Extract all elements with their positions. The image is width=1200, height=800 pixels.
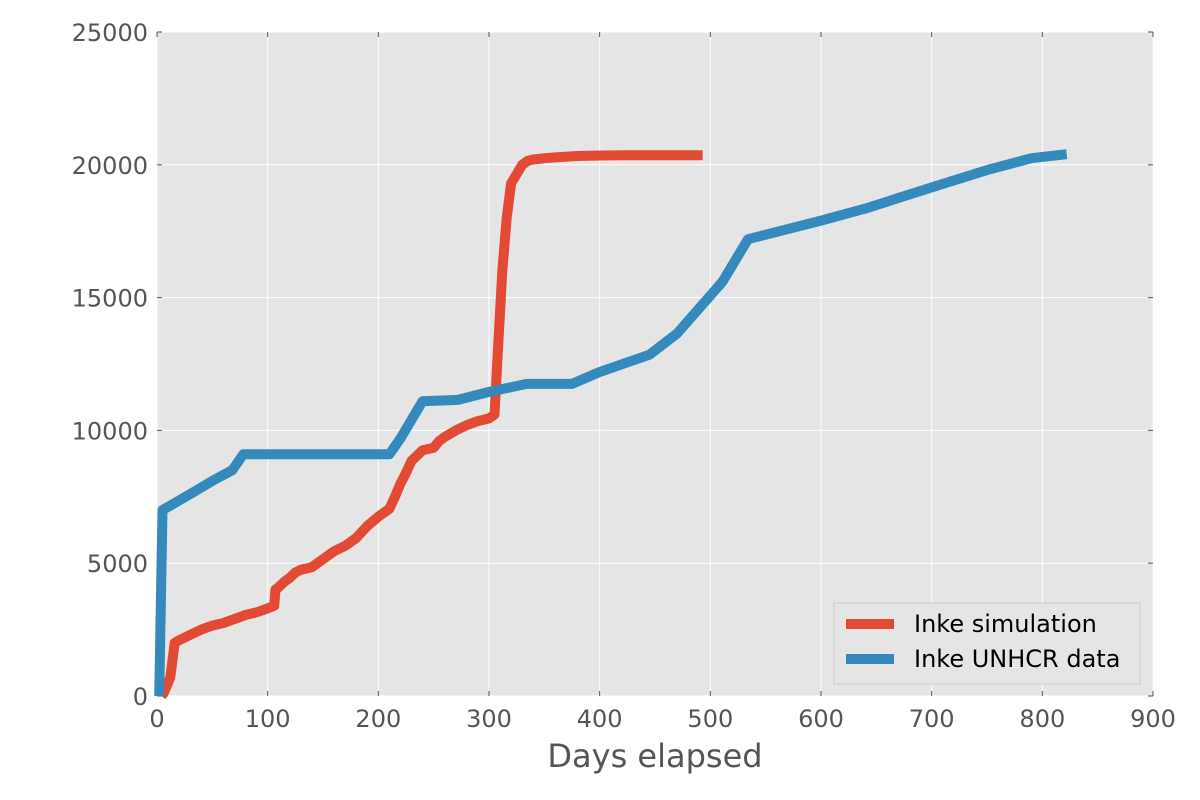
y-tick-label: 15000 xyxy=(72,285,148,313)
x-tick-label: 200 xyxy=(355,705,401,733)
y-tick-label: 5000 xyxy=(87,550,148,578)
y-tick-label: 20000 xyxy=(72,152,148,180)
y-tick-label: 0 xyxy=(133,683,148,711)
x-axis-title: Days elapsed xyxy=(547,737,762,775)
series-line-inke-unhcr-data xyxy=(154,149,1068,697)
series-lines xyxy=(154,149,1068,700)
legend-entries: Inke simulation Inke UNHCR data xyxy=(846,610,1120,673)
x-tick-label: 600 xyxy=(798,705,844,733)
legend-box xyxy=(833,602,1141,685)
x-tick-label: 0 xyxy=(149,705,164,733)
x-tick-label: 800 xyxy=(1019,705,1065,733)
x-tick-label: 900 xyxy=(1130,705,1176,733)
y-tick-label: 25000 xyxy=(72,19,148,47)
legend-label-inke-unhcr-data: Inke UNHCR data xyxy=(914,645,1120,673)
y-tick-label: 10000 xyxy=(72,417,148,445)
x-tick-label: 700 xyxy=(909,705,955,733)
x-tick-label: 500 xyxy=(687,705,733,733)
plot-area xyxy=(157,32,1153,696)
x-tick-label: 100 xyxy=(245,705,291,733)
series-line-inke-simulation xyxy=(157,150,703,700)
x-tick-labels: 0 100 200 300 400 500 600 700 800 900 xyxy=(149,705,1176,733)
x-tick-label: 400 xyxy=(577,705,623,733)
x-tick-label: 300 xyxy=(466,705,512,733)
legend-label-inke-simulation: Inke simulation xyxy=(914,610,1097,638)
legend: Inke simulation Inke UNHCR data xyxy=(833,602,1141,685)
y-tick-labels: 0 5000 10000 15000 20000 25000 xyxy=(72,19,148,711)
